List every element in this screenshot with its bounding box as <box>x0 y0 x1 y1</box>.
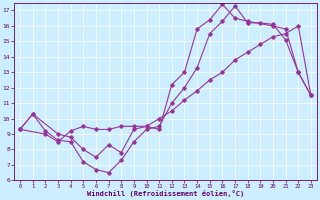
X-axis label: Windchill (Refroidissement éolien,°C): Windchill (Refroidissement éolien,°C) <box>87 190 244 197</box>
